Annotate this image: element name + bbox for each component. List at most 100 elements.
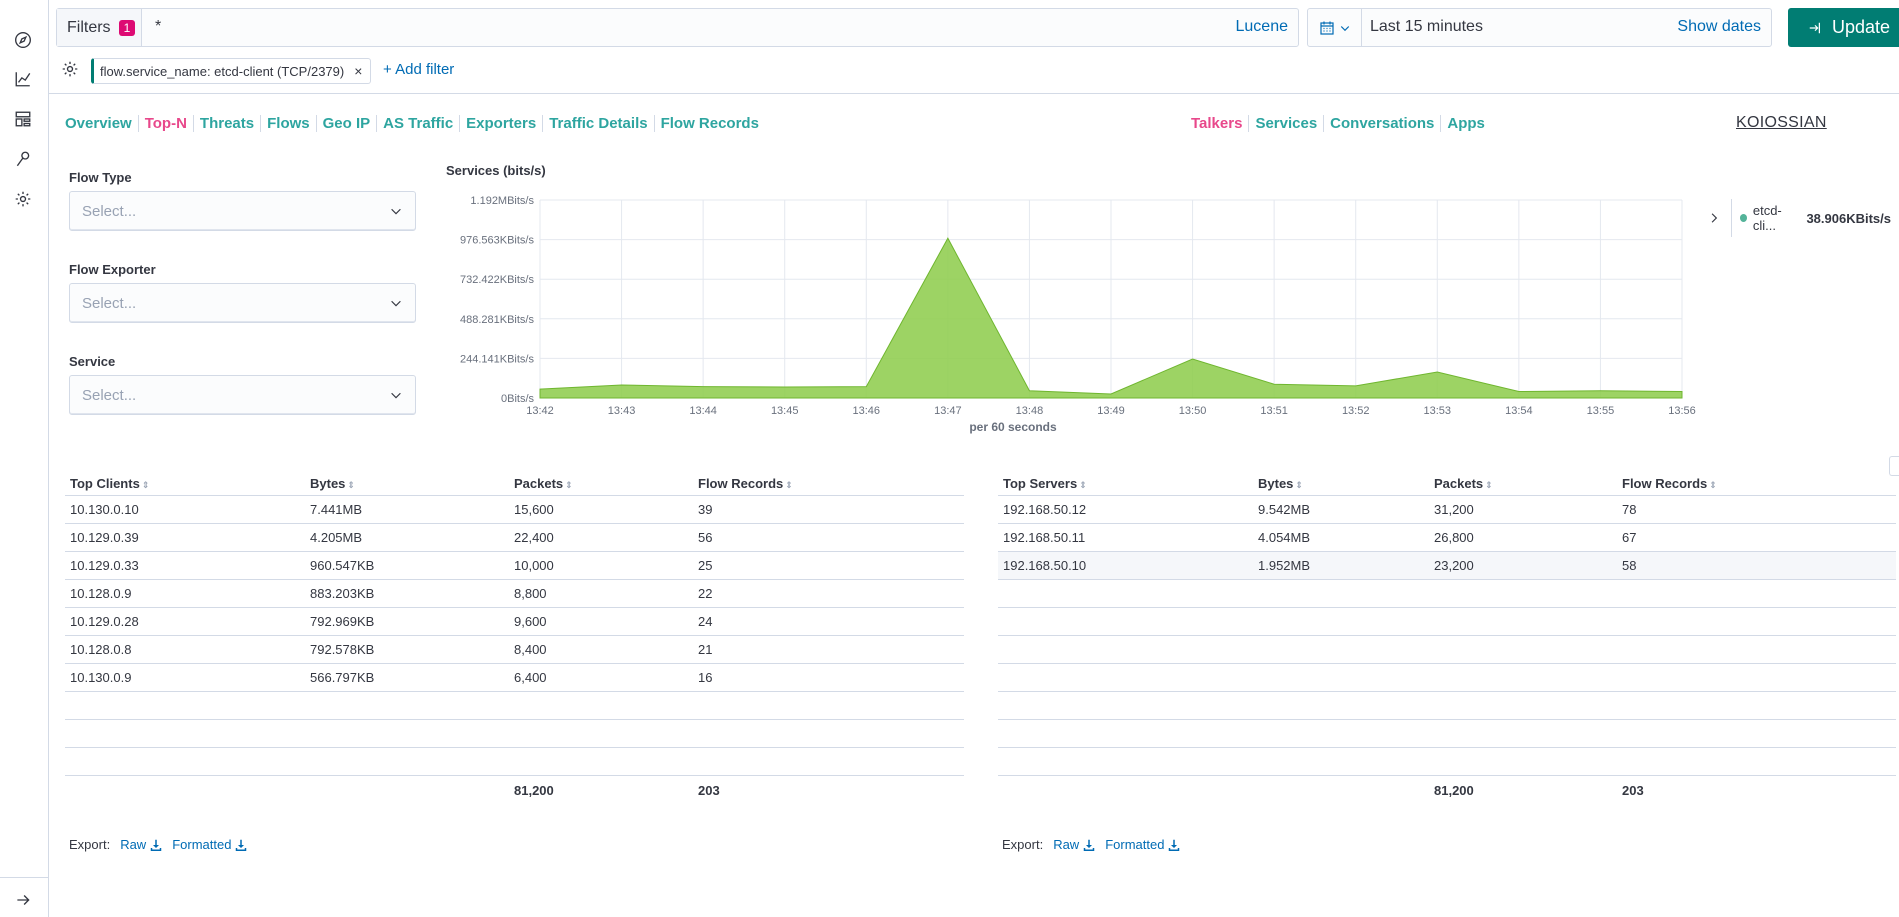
flow-exporter-select[interactable]: Select... bbox=[69, 283, 416, 323]
column-header[interactable]: Flow Records ⇕ bbox=[693, 476, 964, 491]
nav-tab-traffic-details[interactable]: Traffic Details bbox=[549, 115, 648, 132]
table-row[interactable]: 10.130.0.9 566.797KB 6,400 16 bbox=[65, 664, 964, 692]
chart-legend: etcd-cli... 38.906KBits/s bbox=[1707, 199, 1899, 237]
column-header[interactable]: Top Clients ⇕ bbox=[65, 476, 305, 491]
flow-type-select[interactable]: Select... bbox=[69, 191, 416, 231]
nav-tab-geo-ip[interactable]: Geo IP bbox=[322, 115, 371, 132]
download-icon bbox=[150, 839, 162, 851]
sort-icon[interactable]: ⇕ bbox=[1709, 480, 1717, 490]
sort-icon[interactable]: ⇕ bbox=[347, 480, 355, 490]
table-row[interactable]: 10.129.0.33 960.547KB 10,000 25 bbox=[65, 552, 964, 580]
export-raw-link[interactable]: Raw bbox=[1053, 837, 1095, 852]
column-header[interactable]: Packets ⇕ bbox=[509, 476, 693, 491]
x-tick-label: 13:47 bbox=[934, 405, 962, 417]
nav-tab-overview[interactable]: Overview bbox=[65, 115, 132, 132]
table-row[interactable]: 10.129.0.39 4.205MB 22,400 56 bbox=[65, 524, 964, 552]
query-language-button[interactable]: Lucene bbox=[1235, 18, 1289, 35]
service-select[interactable]: Select... bbox=[69, 375, 416, 415]
table-cell: 22,400 bbox=[514, 530, 554, 545]
table-cell: 31,200 bbox=[1434, 502, 1474, 517]
active-filter-pill[interactable]: flow.service_name: etcd-client (TCP/2379… bbox=[91, 58, 372, 84]
table-cell: 792.969KB bbox=[310, 614, 375, 629]
nav-tab-top-n[interactable]: Top-N bbox=[144, 115, 187, 132]
date-range-text[interactable]: Last 15 minutes bbox=[1370, 18, 1483, 35]
empty-row bbox=[998, 608, 1896, 636]
column-header[interactable]: Flow Records ⇕ bbox=[1617, 476, 1896, 491]
query-bar: Filters 1 * Lucene bbox=[56, 8, 1299, 47]
nav-tab-flow-records[interactable]: Flow Records bbox=[660, 115, 759, 132]
column-header[interactable]: Bytes ⇕ bbox=[1253, 476, 1429, 491]
dev-tools-wrench-icon[interactable] bbox=[12, 148, 34, 170]
table-row[interactable]: 10.129.0.28 792.969KB 9,600 24 bbox=[65, 608, 964, 636]
table-header: Top Servers ⇕ Bytes ⇕ Packets ⇕ Flow Records ⇕ bbox=[998, 472, 1896, 496]
nav-separator bbox=[260, 115, 262, 132]
table-row[interactable]: 192.168.50.11 4.054MB 26,800 67 bbox=[998, 524, 1896, 552]
nav-tab-as-traffic[interactable]: AS Traffic bbox=[383, 115, 454, 132]
legend-dot bbox=[1739, 214, 1747, 222]
sort-icon[interactable]: ⇕ bbox=[141, 480, 150, 490]
legend-item[interactable]: etcd-cli... 38.906KBits/s bbox=[1730, 199, 1899, 237]
nav-tab-threats[interactable]: Threats bbox=[199, 115, 255, 132]
management-gear-icon[interactable] bbox=[12, 188, 34, 210]
nav-separator bbox=[137, 115, 139, 132]
table-cell: 10.128.0.9 bbox=[70, 586, 132, 601]
dashboard-icon[interactable] bbox=[12, 108, 34, 130]
empty-row bbox=[998, 692, 1896, 720]
nav-tab-apps[interactable]: Apps bbox=[1447, 115, 1485, 132]
column-header-label: Flow Records bbox=[1622, 476, 1708, 491]
x-tick-label: 13:55 bbox=[1587, 405, 1615, 417]
secondary-nav: Talkers Services Conversations Apps bbox=[1191, 115, 1491, 132]
export-label: Export: bbox=[69, 837, 111, 852]
raw-label: Raw bbox=[120, 837, 147, 852]
table-cell: 10.128.0.8 bbox=[70, 642, 132, 657]
table-row[interactable]: 192.168.50.10 1.952MB 23,200 58 bbox=[998, 552, 1896, 580]
table-cell: 58 bbox=[1622, 558, 1637, 573]
filters-button[interactable]: Filters 1 bbox=[57, 9, 142, 46]
export-formatted-link[interactable]: Formatted bbox=[172, 837, 247, 852]
filter-settings-gear-icon[interactable] bbox=[61, 60, 79, 78]
update-button[interactable]: Update bbox=[1788, 8, 1899, 47]
brand-link[interactable]: KOIOSSIAN bbox=[1736, 114, 1827, 131]
chevron-right-icon[interactable] bbox=[1707, 211, 1721, 225]
show-dates-link[interactable]: Show dates bbox=[1677, 18, 1761, 35]
column-header[interactable]: Top Servers ⇕ bbox=[998, 476, 1253, 491]
table-row[interactable]: 10.128.0.9 883.203KB 8,800 22 bbox=[65, 580, 964, 608]
visualize-chart-icon[interactable] bbox=[12, 68, 34, 90]
expand-arrow-icon[interactable] bbox=[12, 889, 34, 911]
sort-icon[interactable]: ⇕ bbox=[785, 480, 793, 490]
column-header[interactable]: Bytes ⇕ bbox=[305, 476, 509, 491]
nav-tab-conversations[interactable]: Conversations bbox=[1330, 115, 1435, 132]
table-cell: 6,400 bbox=[514, 670, 547, 685]
export-formatted-link[interactable]: Formatted bbox=[1105, 837, 1180, 852]
export-raw-link[interactable]: Raw bbox=[120, 837, 162, 852]
side-panel-toggle[interactable] bbox=[1889, 456, 1899, 476]
x-tick-label: 13:43 bbox=[608, 405, 636, 417]
table-row[interactable]: 192.168.50.12 9.542MB 31,200 78 bbox=[998, 496, 1896, 524]
table-cell: 10,000 bbox=[514, 558, 554, 573]
discover-compass-icon[interactable] bbox=[12, 29, 34, 51]
nav-tab-services[interactable]: Services bbox=[1255, 115, 1318, 132]
empty-row bbox=[65, 692, 964, 720]
sort-icon[interactable]: ⇕ bbox=[1079, 480, 1087, 490]
remove-filter-icon[interactable]: × bbox=[354, 63, 363, 79]
table-cell: 883.203KB bbox=[310, 586, 375, 601]
query-input[interactable]: * bbox=[155, 18, 162, 35]
column-header[interactable]: Packets ⇕ bbox=[1429, 476, 1617, 491]
quick-select-button[interactable] bbox=[1308, 9, 1362, 46]
y-tick-label: 732.422KBits/s bbox=[460, 274, 534, 286]
nav-tab-exporters[interactable]: Exporters bbox=[466, 115, 537, 132]
x-tick-label: 13:44 bbox=[689, 405, 717, 417]
nav-tab-talkers[interactable]: Talkers bbox=[1191, 115, 1243, 132]
nav-tab-flows[interactable]: Flows bbox=[267, 115, 310, 132]
sort-icon[interactable]: ⇕ bbox=[1295, 480, 1303, 490]
table-row[interactable]: 10.128.0.8 792.578KB 8,400 21 bbox=[65, 636, 964, 664]
nav-separator bbox=[653, 115, 655, 132]
filter-bar: Filters 1 * Lucene Last 15 minutes Show … bbox=[49, 0, 1899, 94]
sort-icon[interactable]: ⇕ bbox=[565, 480, 573, 490]
table-row[interactable]: 10.130.0.10 7.441MB 15,600 39 bbox=[65, 496, 964, 524]
table-cell: 4.205MB bbox=[310, 530, 363, 545]
add-filter-button[interactable]: + Add filter bbox=[383, 61, 455, 78]
sort-icon[interactable]: ⇕ bbox=[1485, 480, 1493, 490]
download-icon bbox=[1083, 839, 1095, 851]
service-placeholder: Select... bbox=[82, 387, 137, 404]
